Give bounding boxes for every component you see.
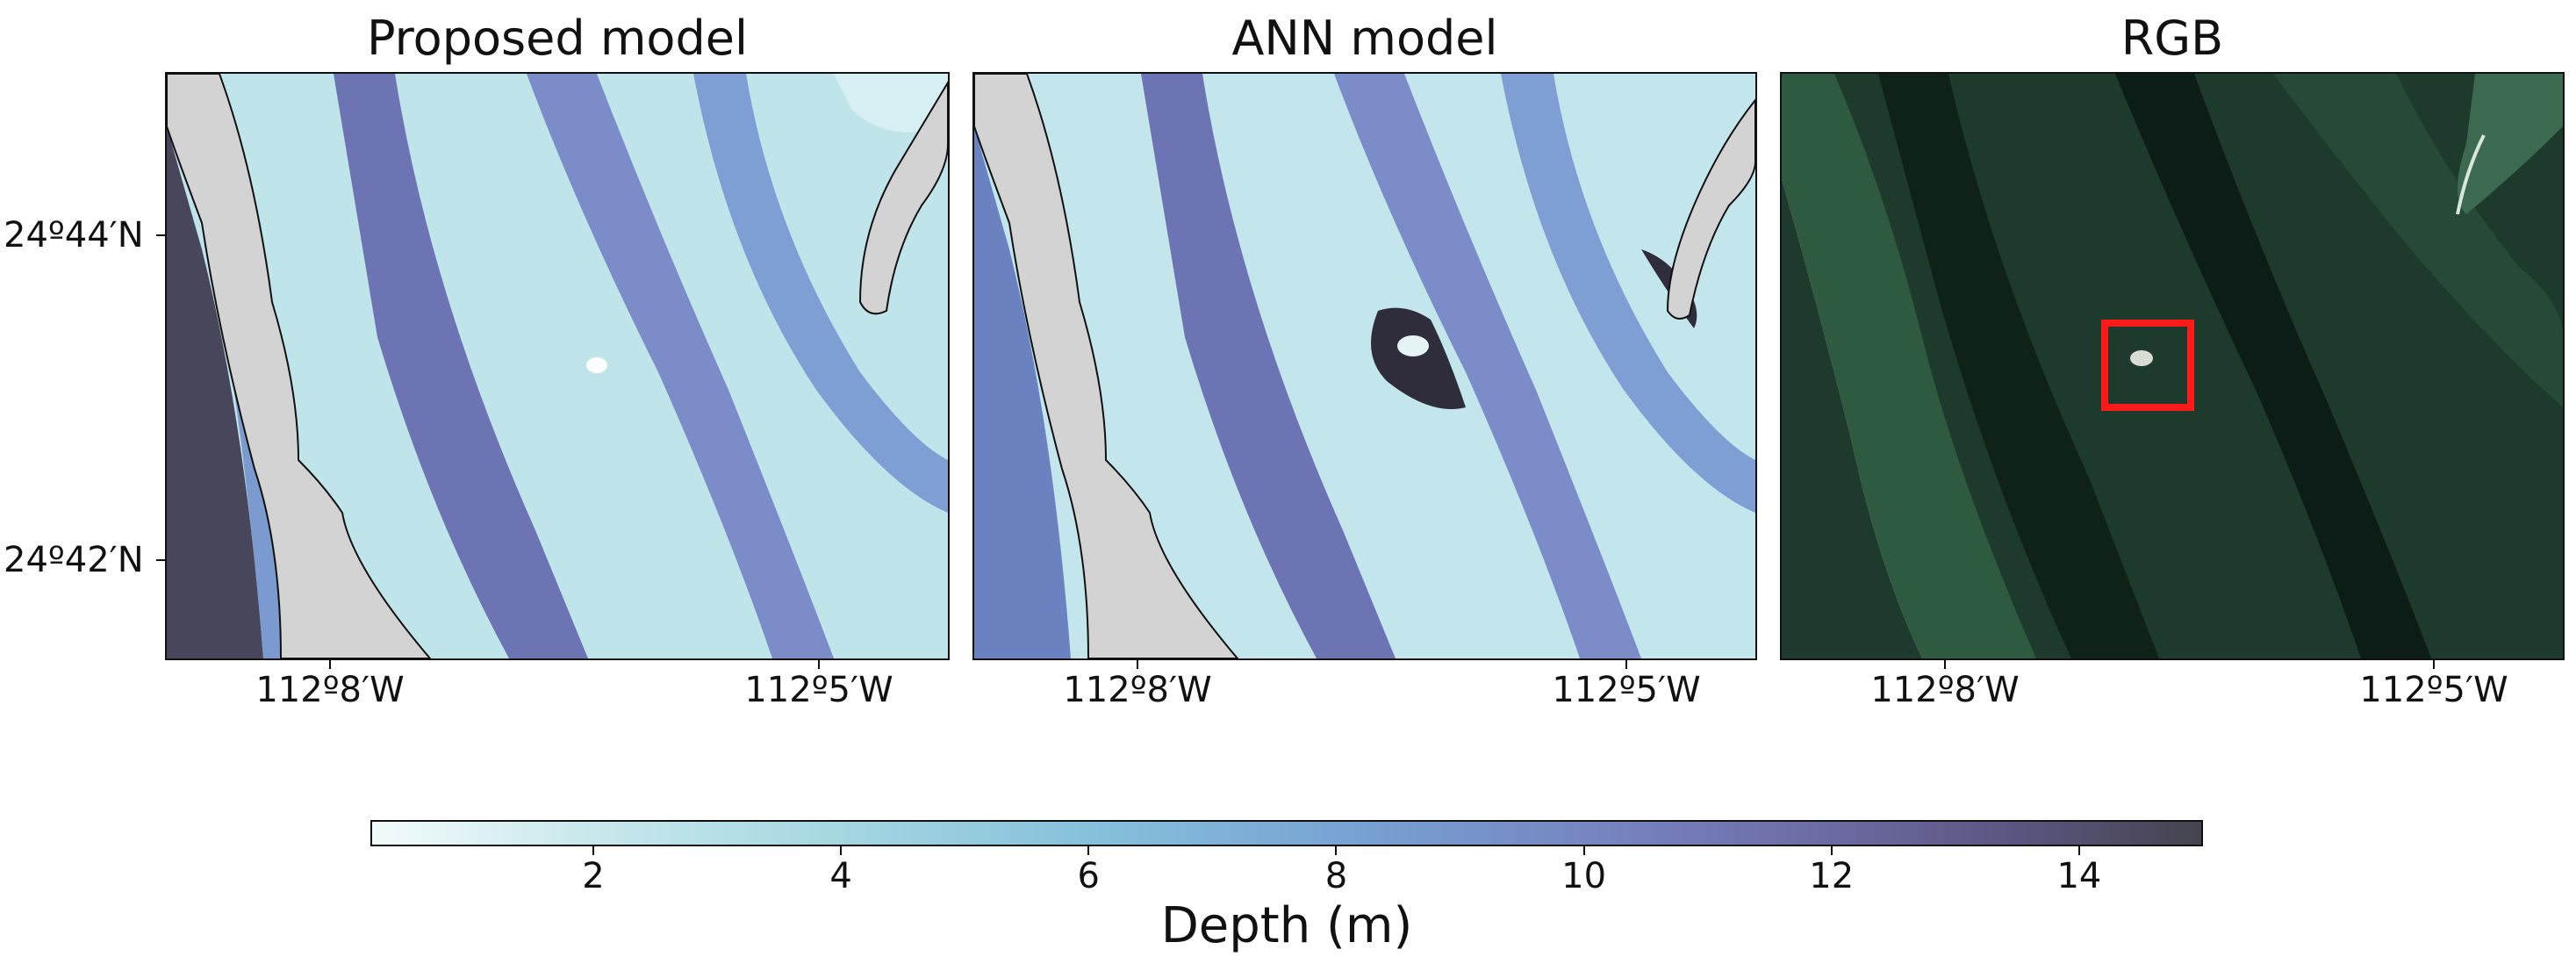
colorbar-tick-label: 12 (1809, 856, 1855, 896)
x-tick (818, 660, 820, 669)
x-tick (2433, 660, 2435, 669)
colorbar-tick-label: 8 (1324, 856, 1348, 896)
colorbar-tick (1582, 846, 1585, 855)
x-tick-label-p2-a: 112º8′W (1063, 670, 1212, 710)
x-tick-label-p2-b: 112º5′W (1552, 670, 1701, 710)
colorbar-tick-label: 6 (1077, 856, 1100, 896)
y-tick-label-42: 24º42′N (4, 540, 144, 580)
y-tick-label-44: 24º44′N (4, 215, 144, 255)
map-panel-ann (972, 72, 1757, 660)
x-tick-label-p3-a: 112º8′W (1870, 670, 2020, 710)
colorbar-tick-label: 2 (582, 856, 605, 896)
map-panel-rgb (1780, 72, 2565, 660)
colorbar-tick (840, 846, 843, 855)
x-tick-label-p1-b: 112º5′W (744, 670, 893, 710)
panel-title-proposed: Proposed model (367, 11, 748, 66)
colorbar-tick (2077, 846, 2080, 855)
map-panel-proposed (165, 72, 950, 660)
x-tick-label-p3-b: 112º5′W (2359, 670, 2508, 710)
colorbar-tick-label: 4 (829, 856, 852, 896)
x-tick (1137, 660, 1138, 669)
y-tick-44 (156, 234, 165, 236)
colorbar-tick (1087, 846, 1090, 855)
colorbar-tick (1335, 846, 1338, 855)
colorbar-tick (592, 846, 594, 855)
colorbar-tick-label: 10 (1561, 856, 1607, 896)
x-tick-label-p1-a: 112º8′W (255, 670, 405, 710)
colorbar-tick-label: 14 (2056, 856, 2102, 896)
highlight-box (2101, 320, 2194, 411)
panel-title-rgb: RGB (2120, 11, 2224, 66)
x-tick (329, 660, 331, 669)
x-tick (1944, 660, 1946, 669)
depth-map-proposed (167, 74, 948, 658)
depth-map-ann (974, 74, 1755, 658)
colorbar-tick (1830, 846, 1833, 855)
colorbar-label: Depth (m) (1160, 897, 1413, 954)
x-tick (1625, 660, 1627, 669)
depth-colorbar (370, 820, 2203, 846)
rgb-satellite-image (1782, 74, 2563, 658)
panel-title-ann: ANN model (1231, 11, 1498, 66)
y-tick-42 (156, 559, 165, 561)
